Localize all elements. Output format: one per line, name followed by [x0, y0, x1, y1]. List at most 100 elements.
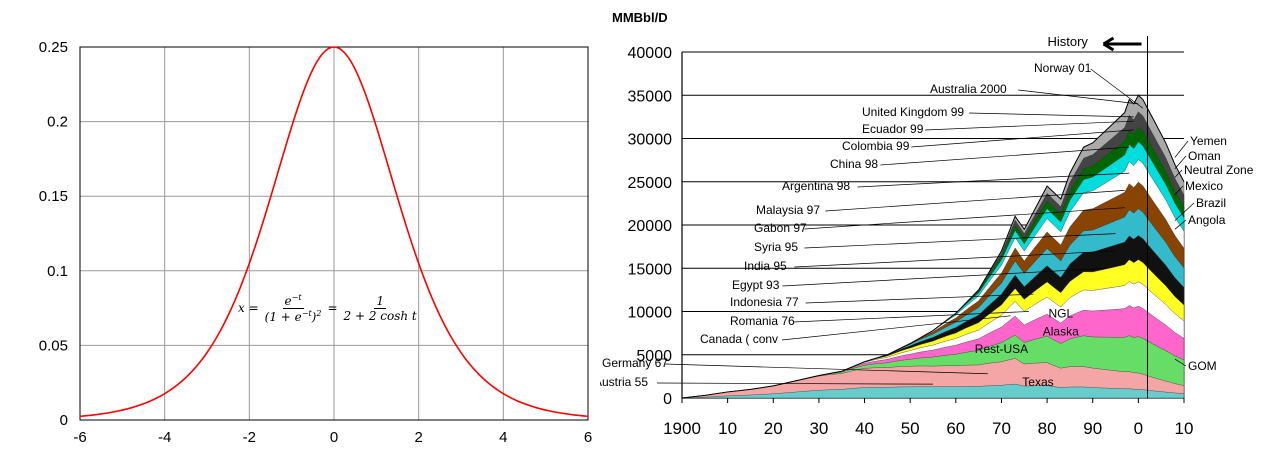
x-tick-label: 10	[718, 419, 737, 438]
y-tick-label: 0.15	[39, 188, 68, 205]
country-label: Argentina 98	[782, 179, 850, 193]
label-pointer	[1174, 155, 1187, 170]
label-pointer	[1174, 219, 1187, 230]
label-pointer	[804, 207, 1125, 230]
y-tick-label: 30000	[628, 132, 673, 149]
label-pointer	[880, 146, 1130, 166]
curve-point	[291, 126, 293, 128]
curve-point	[100, 413, 102, 415]
curve-point	[566, 413, 568, 415]
y-tick-label: 40000	[628, 45, 673, 62]
inside-label: Texas	[1022, 375, 1053, 389]
formula-eq: =	[327, 301, 338, 315]
label-pointer	[1174, 169, 1183, 178]
y-tick-label: 35000	[628, 88, 673, 105]
label-pointer	[924, 120, 1134, 131]
label-pointer	[781, 315, 1011, 341]
country-label: Germany 67	[602, 356, 668, 370]
label-pointer	[1174, 358, 1187, 367]
x-tick-label: -4	[158, 429, 171, 446]
x-tick-label: -6	[73, 429, 86, 446]
curve-point	[502, 392, 504, 395]
y-tick-label: 0.2	[47, 114, 68, 131]
label-pointer	[857, 172, 1130, 188]
formula-frac1-den-sup2: 2	[316, 308, 322, 318]
curve-point	[354, 68, 356, 70]
formula-annotation: x = e−t (1 + e−t)2 = 1 2 + 2 cosh t	[238, 283, 428, 333]
label-pointer	[794, 250, 1116, 268]
envelope-outline	[681, 94, 1185, 399]
curve-point	[460, 351, 462, 354]
curve-point	[439, 314, 441, 317]
x-tick-label: -2	[243, 429, 256, 446]
curve-point	[418, 262, 420, 264]
curve-point	[523, 403, 526, 405]
x-tick-label: 40	[855, 419, 874, 438]
label-pointer	[1018, 89, 1139, 105]
curve-point	[322, 52, 325, 54]
country-label: India 95	[744, 259, 787, 273]
x-tick-label: 30	[809, 419, 828, 438]
curve-point	[587, 415, 589, 417]
region-label: Angola	[1188, 213, 1226, 227]
curve-point	[396, 197, 399, 199]
formula-frac1-den: (1 + e	[264, 309, 302, 324]
country-label: Romania 76	[730, 314, 795, 328]
formula-frac1-num-sup: −t	[291, 292, 302, 302]
y-tick-label: 20000	[628, 218, 673, 235]
country-label: Indonesia 77	[730, 295, 799, 309]
y-tick-label: 5000	[636, 348, 672, 365]
curve-point	[206, 351, 208, 354]
x-tick-label: 80	[1038, 419, 1057, 438]
label-pointer	[792, 311, 1029, 323]
x-tick-label: 90	[1083, 419, 1102, 438]
label-pointer	[782, 267, 1107, 287]
stack-band	[681, 383, 1185, 399]
x-tick-label: 0	[1134, 419, 1143, 438]
y-tick-label: 10000	[628, 305, 673, 322]
right-chart-panel: MMBbl/D 0 5000 10000 15000 20000 25000 30000 350…	[594, 0, 1284, 453]
y-tick-label: 0.1	[47, 263, 68, 280]
formula-frac2-num: 1	[374, 293, 386, 309]
country-label: Colombia 99	[842, 139, 910, 153]
country-label: Gabon 97	[754, 221, 807, 235]
x-tick-label: 4	[499, 429, 507, 446]
formula-frac2-den: 2 + 2 cosh t	[343, 308, 417, 323]
inside-label: Rest-USA	[975, 342, 1028, 356]
label-pointer	[1174, 202, 1195, 221]
label-pointer	[969, 112, 1134, 118]
country-label: United Kingdom 99	[862, 105, 964, 119]
label-pointer	[1174, 140, 1189, 158]
curve-point	[142, 403, 145, 405]
curve-point	[185, 376, 187, 379]
region-label: Neutral Zone	[1184, 163, 1254, 177]
inside-label: Alaska	[1043, 325, 1079, 339]
inside-label: NGL	[1048, 307, 1073, 321]
label-pointer	[1090, 68, 1144, 109]
curve-point	[365, 94, 367, 96]
y-tick-label: 0.05	[39, 337, 68, 354]
x-tick-label: 50	[901, 419, 920, 438]
x-tick-label: 20	[764, 419, 783, 438]
curve-point	[375, 126, 377, 128]
history-label: History	[1047, 34, 1088, 49]
region-label: Oman	[1188, 149, 1221, 163]
curve-point	[343, 52, 346, 54]
curve-point	[248, 262, 250, 264]
oil-production-chart: MMBbl/D 0 5000 10000 15000 20000 25000 30000 350…	[594, 10, 1254, 438]
y-tick-label: 0	[60, 412, 68, 429]
country-label: Australia 2000	[930, 82, 1007, 96]
curve-point	[269, 197, 272, 199]
left-chart-panel: -6 -4 -2 0 2 4 6 0 0.05 0.1 0.15 0.2 0.25 x = e−t (1…	[0, 0, 600, 453]
region-label: Mexico	[1185, 179, 1223, 193]
history-arrow	[1102, 36, 1142, 52]
label-pointer	[1174, 185, 1184, 195]
x-tick-label: 6	[584, 429, 592, 446]
label-pointer	[825, 190, 1125, 212]
country-label: Ecuador 99	[862, 122, 924, 136]
y-tick-label: 0.25	[39, 39, 68, 56]
y-tick-label: 0	[663, 391, 672, 408]
formula-frac1-den-end: )	[311, 309, 317, 324]
country-label: Austria 55	[600, 375, 648, 389]
region-label: Brazil	[1196, 196, 1226, 210]
